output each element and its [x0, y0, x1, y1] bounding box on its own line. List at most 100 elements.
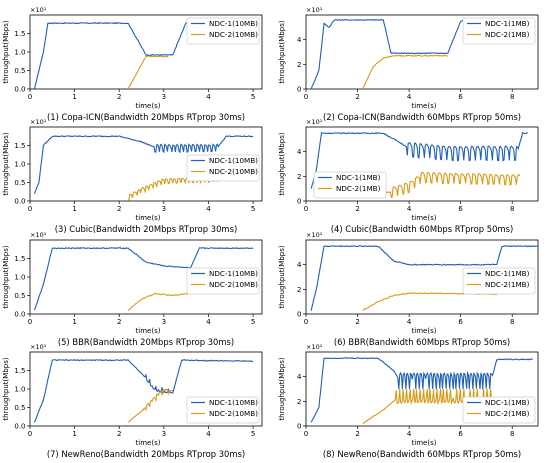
legend-box: [186, 267, 260, 295]
x-tick-label: 1: [72, 205, 76, 213]
axis-scale-label: ×10¹: [30, 118, 47, 126]
x-axis-label: time(s): [136, 102, 161, 110]
subplot-caption: (5) BBR(Bandwidth 20Mbps RTprop 30ms): [58, 337, 234, 347]
series-line-2: [362, 292, 497, 311]
y-tick-label: 1.0: [14, 386, 25, 394]
x-tick-label: 4: [206, 205, 211, 213]
y-tick-label: 1.0: [14, 274, 25, 282]
x-tick-label: 4: [206, 318, 211, 326]
legend-label: NDC-2(10MB): [209, 167, 258, 176]
legend-label: NDC-1(1MB): [336, 173, 381, 182]
legend: NDC-1(1MB) NDC-2(1MB): [313, 171, 387, 199]
x-axis-label: time(s): [412, 439, 437, 447]
legend: NDC-1(10MB) NDC-2(10MB): [186, 17, 260, 45]
series-line-1: [33, 247, 254, 311]
series-line-2: [362, 54, 449, 89]
subplot-caption: (4) Cubic(Bandwidth 60Mbps RTprop 50ms): [331, 224, 513, 234]
x-tick-label: 5: [251, 430, 255, 438]
legend: NDC-1(10MB) NDC-2(10MB): [186, 396, 260, 424]
legend-label: NDC-2(1MB): [485, 409, 530, 418]
y-tick-label: 0.0: [14, 311, 25, 319]
x-tick-label: 6: [458, 205, 463, 213]
subplot-1: 0 1 2 3 4 5 0.0 0.5 1.0 1.5 ×10¹ time(s) throughput(…: [2, 6, 263, 122]
x-tick-label: 2: [117, 430, 121, 438]
y-tick-label: 0.5: [14, 404, 25, 412]
x-tick-label: 4: [407, 430, 412, 438]
x-tick-label: 5: [251, 205, 255, 213]
legend-box: [462, 267, 536, 295]
y-tick-label: 0.5: [14, 292, 25, 300]
x-tick-label: 4: [407, 318, 412, 326]
x-tick-label: 4: [407, 205, 412, 213]
x-tick-label: 2: [355, 93, 359, 101]
axis-scale-label: ×10¹: [306, 6, 323, 14]
y-tick-label: 1.5: [14, 142, 25, 150]
axis-scale-label: ×10¹: [30, 231, 47, 239]
legend: NDC-1(1MB) NDC-2(1MB): [462, 17, 536, 45]
subplot-caption: (7) NewReno(Bandwidth 20Mbps RTprop 30ms…: [47, 449, 245, 459]
y-axis-label: throughput(Mbps): [278, 357, 286, 420]
subplot-8: 0 2 4 6 8 0 2 4 ×10¹ time(s) throughput(Mbps) (8) N…: [278, 343, 539, 459]
x-tick-label: 2: [355, 318, 359, 326]
legend: NDC-1(1MB) NDC-2(1MB): [462, 267, 536, 295]
legend-label: NDC-2(10MB): [209, 280, 258, 289]
x-tick-label: 6: [458, 318, 463, 326]
subplot-caption: (2) Copa-ICN(Bandwidth 60Mbps RTprop 50m…: [323, 112, 521, 122]
legend-label: NDC-2(1MB): [485, 30, 530, 39]
legend-label: NDC-1(1MB): [485, 269, 530, 278]
y-tick-label: 2: [297, 286, 301, 294]
x-tick-label: 0: [28, 318, 32, 326]
x-tick-label: 0: [304, 93, 308, 101]
y-tick-label: 4: [297, 148, 302, 156]
x-tick-label: 4: [206, 93, 211, 101]
axis-scale-label: ×10¹: [306, 231, 323, 239]
subplot-caption: (6) BBR(Bandwidth 60Mbps RTprop 50ms): [334, 337, 510, 347]
legend: NDC-1(10MB) NDC-2(10MB): [186, 154, 260, 182]
x-axis-label: time(s): [136, 327, 161, 335]
x-tick-label: 0: [304, 430, 308, 438]
plot-frame: [305, 351, 539, 427]
series-line-1: [33, 359, 254, 423]
y-tick-label: 4: [297, 36, 302, 44]
x-tick-label: 8: [510, 430, 514, 438]
x-tick-label: 0: [28, 205, 32, 213]
y-tick-label: 2: [297, 398, 301, 406]
x-tick-label: 8: [510, 93, 514, 101]
legend-label: NDC-1(1MB): [485, 19, 530, 28]
axis-scale-label: ×10¹: [30, 6, 47, 14]
legend-label: NDC-1(10MB): [209, 398, 258, 407]
y-tick-label: 0.5: [14, 179, 25, 187]
x-axis-label: time(s): [412, 102, 437, 110]
x-axis-label: time(s): [136, 214, 161, 222]
series-line-1: [310, 244, 538, 311]
series-line-2: [127, 388, 173, 423]
subplot-3: 0 1 2 3 4 5 0.0 0.5 1.0 1.5 ×10¹ time(s) throughput(…: [2, 118, 263, 234]
legend-label: NDC-2(10MB): [209, 409, 258, 418]
x-tick-label: 4: [206, 430, 211, 438]
y-tick-label: 4: [297, 261, 302, 269]
legend-label: NDC-1(1MB): [485, 398, 530, 407]
x-tick-label: 3: [162, 205, 166, 213]
legend-label: NDC-2(1MB): [336, 184, 381, 193]
y-tick-label: 0.0: [14, 86, 25, 94]
series-line-1: [310, 131, 528, 189]
x-tick-label: 0: [28, 93, 32, 101]
y-tick-label: 0: [297, 311, 301, 319]
legend-label: NDC-1(10MB): [209, 19, 258, 28]
subplot-7: 0 1 2 3 4 5 0.0 0.5 1.0 1.5 ×10¹ time(s) throughput(…: [2, 343, 263, 459]
subplot-4: 0 2 4 6 8 0 2 4 ×10¹ time(s) throughput(Mbps) (4) C…: [278, 118, 539, 234]
legend: NDC-1(1MB) NDC-2(1MB): [462, 396, 536, 424]
y-axis-label: throughput(Mbps): [278, 132, 286, 195]
axis-scale-label: ×10¹: [306, 343, 323, 351]
y-tick-label: 2: [297, 61, 301, 69]
series-line-2: [127, 55, 169, 89]
y-tick-label: 0.5: [14, 67, 25, 75]
series-line-2: [362, 388, 493, 424]
y-tick-label: 0.0: [14, 423, 25, 431]
legend-box: [462, 17, 536, 45]
legend-box: [313, 171, 387, 199]
plot-frame: [305, 126, 539, 202]
y-tick-label: 1.5: [14, 367, 25, 375]
